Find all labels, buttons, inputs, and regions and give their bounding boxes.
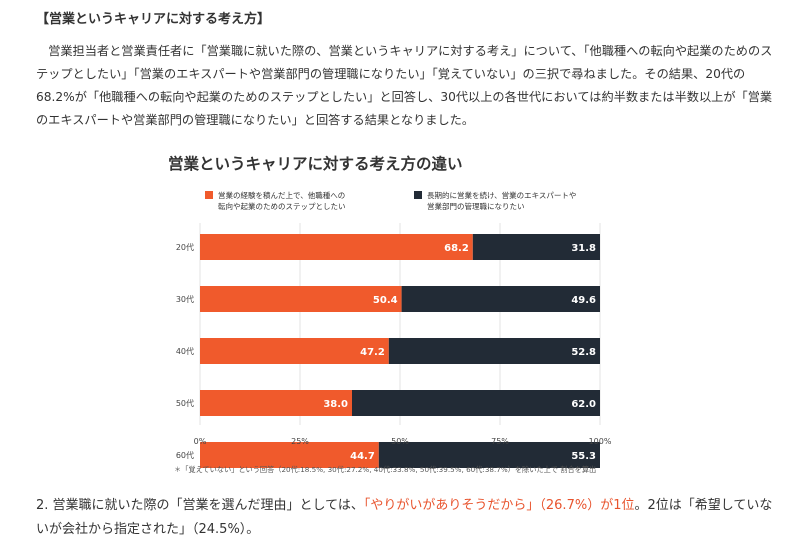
bar-value-label-series-1: 44.7 [350,451,375,462]
bar-segment-series-2 [401,286,600,312]
bar-segment-series-2 [378,442,600,468]
bottom-highlight: 「やりがいがありそうだから」（26.7%）が1位 [363,498,635,513]
x-tick-label: 75% [491,437,509,446]
x-tick-label: 50% [391,437,409,446]
category-label: 30代 [176,294,194,304]
legend-label-series-2-line-1: 長期的に営業を続け、営業のエキスパートや [427,190,576,200]
category-label: 50代 [176,398,194,408]
category-label: 20代 [176,242,194,252]
bar-segment-series-2 [472,234,600,260]
bar-segment-series-2 [388,338,600,364]
bar-value-label-series-2: 49.6 [571,295,596,306]
bottom-suffix: 。2位は「希望していないが会社から指定された」（24.5%）。 [36,498,773,537]
bar-value-label-series-1: 38.0 [323,399,348,410]
bar-segment-series-2 [352,390,600,416]
category-labels: 20代 30代 40代 50代 60代 [176,242,194,460]
bottom-prefix: 2. 営業職に就いた際の「営業を選んだ理由」としては、 [36,498,364,513]
legend-label-series-1-line-1: 営業の経験を積んだ上で、他職種への [218,190,345,200]
bar-segment-series-1 [200,338,389,364]
bar-value-label-series-2: 52.8 [571,347,596,358]
chart-container: 営業というキャリアに対する考え方の違い 営業の経験を積んだ上で、他職種への 転向… [168,145,648,480]
section-title: 【営業というキャリアに対する考え方】 [36,12,271,27]
legend-label-series-1-line-2: 転向や起業のためのステップとしたい [218,201,346,211]
bar-segment-series-1 [200,390,352,416]
x-tick-label: 0% [194,437,207,446]
stacked-bar-chart: 営業というキャリアに対する考え方の違い 営業の経験を積んだ上で、他職種への 転向… [168,154,612,474]
category-label: 60代 [176,450,194,460]
x-tick-label: 25% [291,437,309,446]
bar-segment-series-1 [200,286,402,312]
bottom-paragraph: 2. 営業職に就いた際の「営業を選んだ理由」としては、「やりがいがありそうだから… [36,494,776,542]
legend-swatch-series-1 [205,191,213,199]
bar-value-label-series-1: 50.4 [373,295,398,306]
x-tick-label: 100% [589,437,612,446]
legend-swatch-series-2 [414,191,422,199]
bar-segment-series-1 [200,234,473,260]
legend-label-series-2-line-2: 営業部門の管理職になりたい [427,201,525,211]
chart-bars: 68.2 31.8 50.4 49.6 47.2 52.8 38.0 62.0 44.7 55.3 [200,234,600,468]
bar-value-label-series-2: 62.0 [571,399,596,410]
chart-title: 営業というキャリアに対する考え方の違い [168,154,463,173]
category-label: 40代 [176,346,194,356]
chart-footnote: ＊「覚えていない」という回答（20代:18.5%, 30代:27.2%, 40代… [174,465,596,474]
bar-value-label-series-1: 47.2 [360,347,385,358]
intro-paragraph: 営業担当者と営業責任者に「営業職に就いた際の、営業というキャリアに対する考え」に… [36,44,773,127]
bar-value-label-series-1: 68.2 [444,243,469,254]
bar-value-label-series-2: 55.3 [571,451,596,462]
bar-segment-series-1 [200,442,379,468]
x-tick-labels: 0% 25% 50% 75% 100% [194,437,612,446]
bar-value-label-series-2: 31.8 [571,243,596,254]
